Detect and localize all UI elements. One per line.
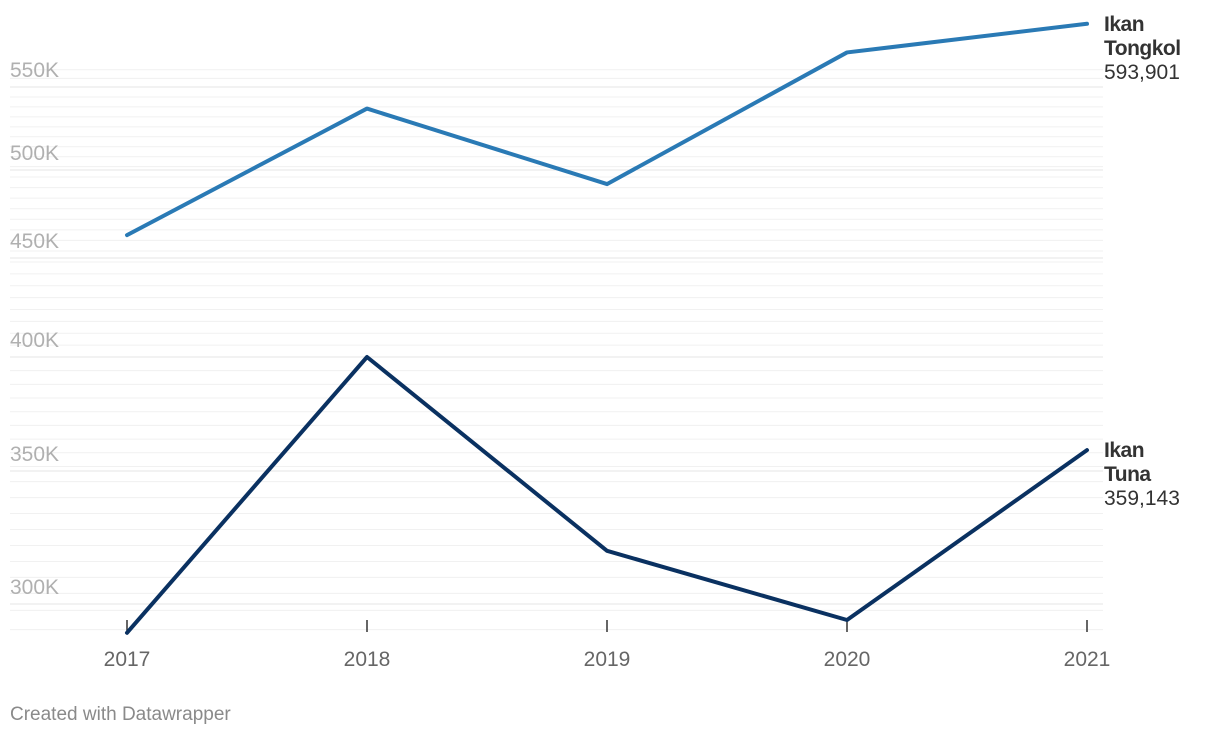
y-tick-label: 500K [10, 142, 59, 165]
series-label-name: Tongkol [1104, 37, 1181, 60]
series-line-ikan-tuna [125, 355, 1089, 635]
x-tick-label: 2019 [584, 648, 631, 671]
x-tick-label: 2020 [824, 648, 871, 671]
series-label-name: Ikan [1104, 439, 1144, 462]
series-label-name: Ikan [1104, 13, 1144, 36]
y-tick-label: 550K [10, 59, 59, 82]
series-label-name: Tuna [1104, 463, 1151, 486]
line-chart: 300K 350K 400K 450K 500K 550K 2017 2018 2019 2020… [10, 13, 1181, 671]
series-end-value: 359,143 [1104, 487, 1180, 510]
x-tick-label: 2017 [104, 648, 151, 671]
x-tick-label: 2018 [344, 648, 391, 671]
series-line-ikan-tongkol [125, 21, 1089, 238]
x-tick-label: 2021 [1064, 648, 1111, 671]
credit-text: Created with Datawrapper [10, 704, 231, 725]
series-end-value: 593,901 [1104, 61, 1180, 84]
y-tick-label: 400K [10, 329, 59, 352]
y-tick-label: 350K [10, 443, 59, 466]
y-tick-label: 450K [10, 230, 59, 253]
y-tick-label: 300K [10, 576, 59, 599]
